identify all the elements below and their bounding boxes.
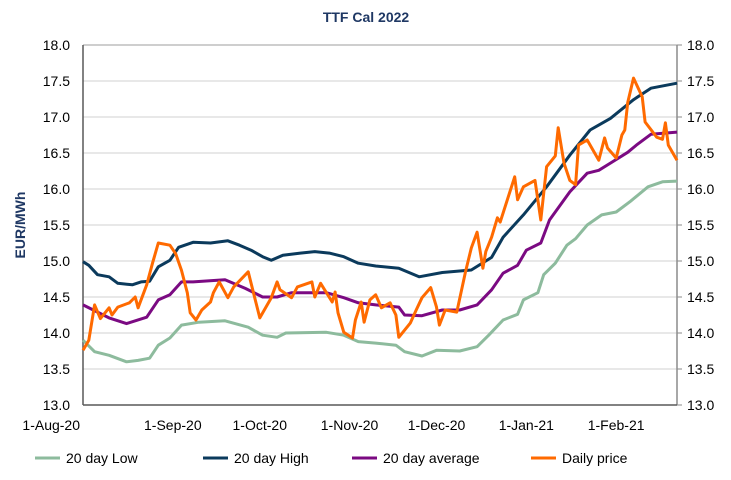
y-tick-label: 13.0 <box>43 397 70 413</box>
series-line-daily-price <box>81 76 679 352</box>
secondary-y-tick-label: 13.0 <box>687 397 714 413</box>
secondary-y-tick-label: 13.5 <box>687 361 714 377</box>
legend-label: Daily price <box>562 450 628 466</box>
series-line-20-day-low <box>81 179 678 364</box>
secondary-y-tick-label: 14.0 <box>687 325 714 341</box>
series-line-20-day-high <box>82 81 678 287</box>
secondary-y-tick-label: 17.0 <box>687 109 714 125</box>
legend-label: 20 day High <box>234 450 309 466</box>
secondary-y-tick-label: 16.5 <box>687 145 714 161</box>
legend-label: 20 day Low <box>66 450 138 466</box>
secondary-y-tick-label: 17.5 <box>687 73 714 89</box>
y-axis-label: EUR/MWh <box>12 192 28 259</box>
chart-title: TTF Cal 2022 <box>323 9 410 25</box>
x-tick-label: 1-Oct-20 <box>233 417 288 433</box>
y-tick-label: 15.5 <box>43 217 70 233</box>
secondary-y-tick-label: 15.0 <box>687 253 714 269</box>
x-tick-label: 1-Sep-20 <box>144 417 202 433</box>
y-tick-label: 16.0 <box>43 181 70 197</box>
series-line-20-day-average <box>82 130 678 326</box>
x-tick-label: 1-Feb-21 <box>588 417 645 433</box>
x-tick-label: 1-Nov-20 <box>321 417 379 433</box>
y-tick-label: 16.5 <box>43 145 70 161</box>
secondary-y-tick-label: 15.5 <box>687 217 714 233</box>
secondary-y-tick-label: 16.0 <box>687 181 714 197</box>
x-tick-label: 1-Aug-20 <box>22 417 80 433</box>
y-tick-label: 15.0 <box>43 253 70 269</box>
x-tick-label: 1-Jan-21 <box>499 417 554 433</box>
x-tick-label: 1-Dec-20 <box>408 417 466 433</box>
legend: 20 day Low 20 day High 20 day average Daily… <box>35 450 628 466</box>
y-tick-label: 17.5 <box>43 73 70 89</box>
y-tick-label: 14.5 <box>43 289 70 305</box>
secondary-y-tick-label: 18.0 <box>687 37 714 53</box>
y-tick-label: 18.0 <box>43 37 70 53</box>
y-tick-label: 17.0 <box>43 109 70 125</box>
y-tick-label: 13.5 <box>43 361 70 377</box>
legend-label: 20 day average <box>383 450 480 466</box>
y-tick-label: 14.0 <box>43 325 70 341</box>
secondary-y-tick-label: 14.5 <box>687 289 714 305</box>
